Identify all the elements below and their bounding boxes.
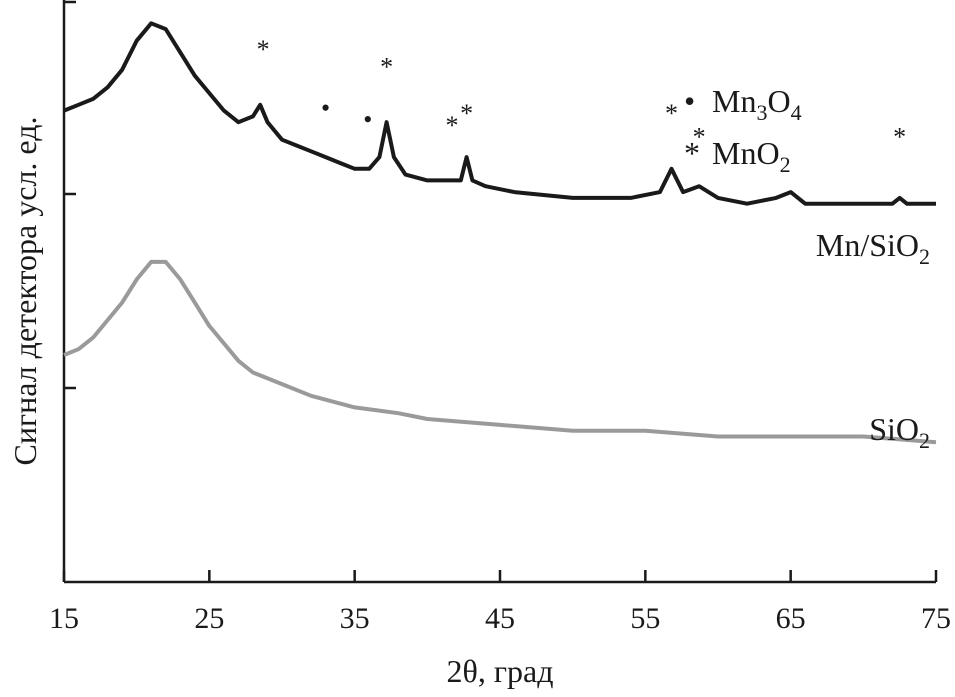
series-label-mn-sio2: Mn/SiO2 [816,227,930,269]
legend-label-mno2: MnO2 [712,135,791,177]
mn3o4-peak-marker: • [321,93,330,122]
mno2-peak-marker: * [693,123,706,152]
legend-marker-star: * [684,135,700,171]
mno2-peak-marker: * [893,123,906,152]
mno2-peak-marker: * [446,111,459,140]
legend-label-mn3o4: Mn3O4 [712,83,802,125]
legend: • Mn3O4 * MnO2 [684,83,802,177]
x-ticks: 15 25 35 45 55 65 75 [49,570,951,635]
mno2-peak-marker: * [665,99,678,128]
series-label-sio2: SiO2 [869,411,930,453]
mno2-peak-marker: * [460,99,473,128]
legend-entry-mn3o4: • Mn3O4 [684,83,802,125]
legend-marker-dot: • [684,83,695,119]
x-tick-label: 65 [776,602,806,635]
y-axis-title: Сигнал детектора усл. ед. [7,117,43,466]
x-tick-label: 35 [340,602,370,635]
x-tick-label: 75 [921,602,951,635]
legend-entry-mno2: * MnO2 [684,135,791,177]
x-axis-title: 2θ, град [447,653,554,689]
series-group [63,21,937,445]
series-line-sio2 [63,259,937,445]
peak-markers: *• •** * ** * [257,35,907,151]
mno2-peak-marker: * [380,53,393,82]
mno2-peak-marker: * [257,35,270,64]
x-tick-label: 25 [194,602,224,635]
x-tick-label: 55 [630,602,660,635]
x-tick-label: 45 [485,602,515,635]
mn3o4-peak-marker: • [363,105,372,134]
series-line-mn-sio2 [63,21,936,206]
x-tick-label: 15 [49,602,79,635]
